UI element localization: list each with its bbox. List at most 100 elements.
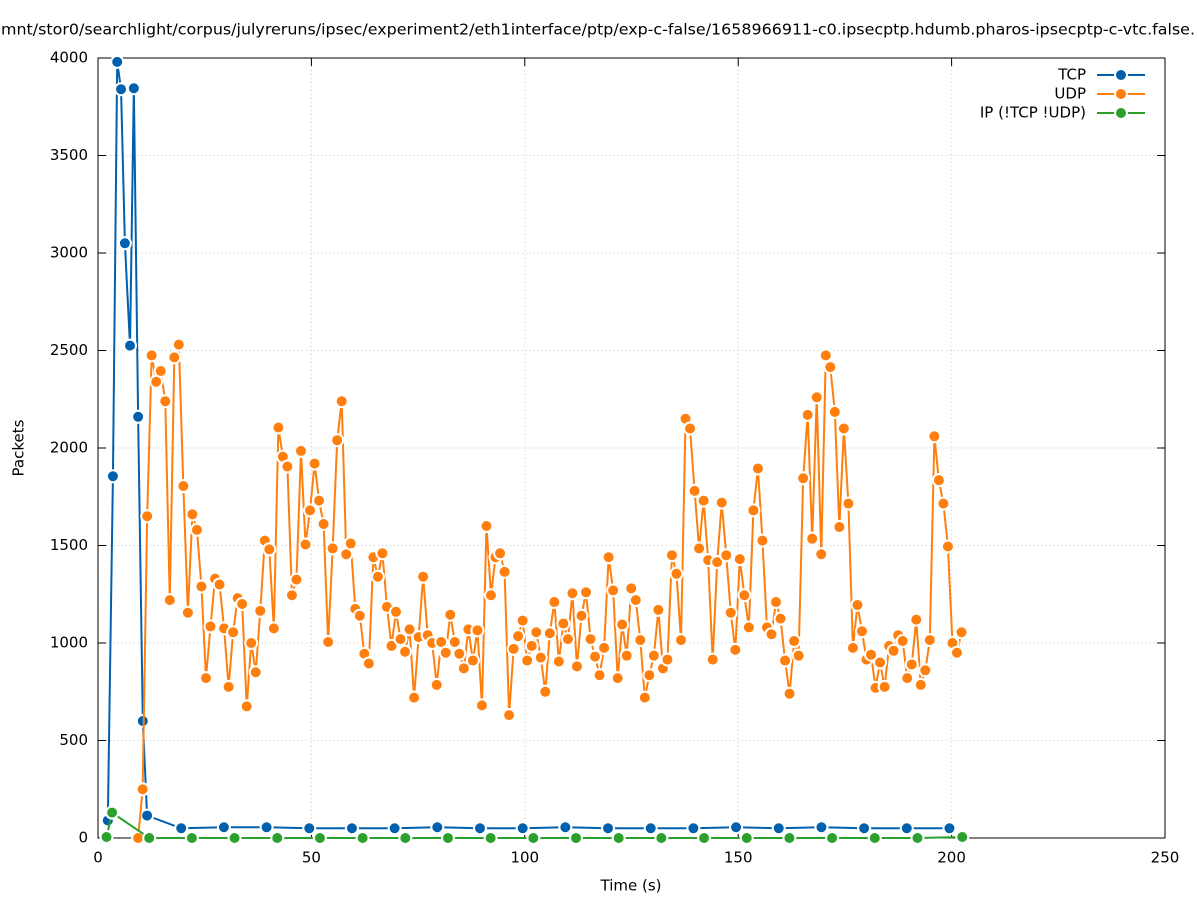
- data-point: [624, 581, 639, 596]
- data-point: [642, 668, 657, 683]
- data-point: [556, 616, 571, 631]
- data-point: [660, 652, 675, 667]
- data-point: [628, 593, 643, 608]
- data-point: [465, 653, 480, 668]
- data-point: [429, 677, 444, 692]
- data-point: [533, 650, 548, 665]
- x-tick-label: 100: [510, 849, 539, 867]
- data-point: [307, 456, 322, 471]
- data-point: [511, 629, 526, 644]
- data-point: [949, 645, 964, 660]
- data-point: [303, 503, 318, 518]
- data-point: [398, 831, 413, 845]
- data-point: [493, 546, 508, 561]
- data-point: [352, 608, 367, 623]
- legend-marker: [1114, 106, 1128, 120]
- data-point: [867, 831, 882, 845]
- data-point: [330, 433, 345, 448]
- data-point: [800, 407, 815, 422]
- data-point: [764, 627, 779, 642]
- data-point: [900, 671, 915, 686]
- data-point: [189, 522, 204, 537]
- data-point: [343, 536, 358, 551]
- data-point: [117, 236, 132, 251]
- data-point: [654, 831, 669, 845]
- x-tick-label: 200: [937, 849, 966, 867]
- data-point: [746, 503, 761, 518]
- data-point: [99, 830, 114, 845]
- data-point: [216, 820, 231, 835]
- legend-marker: [1114, 87, 1128, 101]
- data-point: [203, 619, 218, 634]
- data-point: [253, 603, 268, 618]
- data-point: [167, 350, 182, 365]
- data-point: [312, 831, 327, 845]
- data-point: [825, 831, 840, 845]
- data-point: [355, 831, 370, 845]
- y-tick-label: 2500: [50, 341, 88, 359]
- data-point: [569, 831, 584, 845]
- data-point: [569, 659, 584, 674]
- data-point: [857, 821, 872, 836]
- data-point: [669, 566, 684, 581]
- data-point: [221, 679, 236, 694]
- data-point: [864, 647, 879, 662]
- data-point: [696, 493, 711, 508]
- data-point: [520, 653, 535, 668]
- data-point: [114, 82, 129, 97]
- data-point: [474, 698, 489, 713]
- data-point: [171, 337, 186, 352]
- y-tick-label: 2000: [50, 439, 88, 457]
- data-point: [110, 54, 125, 69]
- data-point: [123, 338, 138, 353]
- data-point: [259, 820, 274, 835]
- data-point: [778, 653, 793, 668]
- data-point: [755, 533, 770, 548]
- data-point: [942, 821, 957, 836]
- data-point: [388, 604, 403, 619]
- data-point: [782, 831, 797, 845]
- data-point: [588, 649, 603, 664]
- data-point: [918, 663, 933, 678]
- data-point: [497, 564, 512, 579]
- data-point: [316, 517, 331, 532]
- legend-marker: [1114, 68, 1128, 82]
- data-point: [142, 831, 157, 845]
- data-point: [502, 708, 517, 723]
- data-point: [674, 633, 689, 648]
- data-point: [227, 831, 242, 845]
- data-point: [529, 625, 544, 640]
- series-line: [105, 810, 963, 839]
- data-point: [805, 531, 820, 546]
- data-point: [483, 588, 498, 603]
- data-point: [845, 640, 860, 655]
- data-point: [526, 831, 541, 845]
- data-point: [697, 831, 712, 845]
- data-point: [841, 496, 856, 511]
- x-tick-label: 150: [724, 849, 753, 867]
- data-point: [886, 643, 901, 658]
- data-point: [827, 404, 842, 419]
- data-point: [818, 348, 833, 363]
- y-tick-label: 1500: [50, 536, 88, 554]
- y-axis-label: Packets: [10, 419, 28, 476]
- y-tick-label: 3500: [50, 146, 88, 164]
- data-point: [854, 624, 869, 639]
- data-point: [683, 421, 698, 436]
- data-point: [705, 652, 720, 667]
- data-point: [321, 635, 336, 650]
- y-tick-label: 1000: [50, 634, 88, 652]
- y-tick-label: 3000: [50, 244, 88, 262]
- data-point: [483, 831, 498, 845]
- data-point: [773, 611, 788, 626]
- data-point: [387, 821, 402, 836]
- data-point: [899, 821, 914, 836]
- data-point: [710, 555, 725, 570]
- data-point: [558, 820, 573, 835]
- data-point: [198, 671, 213, 686]
- data-point: [750, 461, 765, 476]
- data-point: [592, 668, 607, 683]
- data-point: [873, 655, 888, 670]
- data-point: [452, 646, 467, 661]
- data-point: [739, 831, 754, 845]
